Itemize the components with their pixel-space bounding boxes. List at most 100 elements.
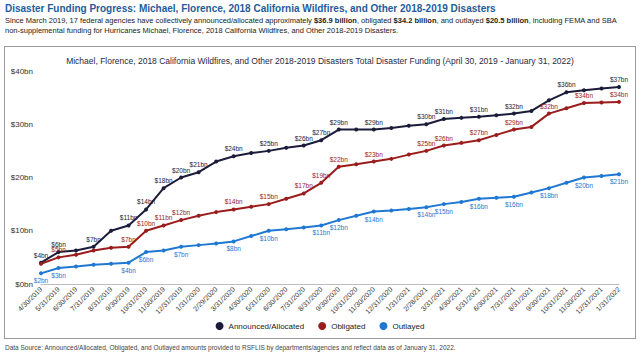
svg-text:8/31/2019: 8/31/2019: [86, 285, 114, 313]
svg-text:$26bn: $26bn: [295, 135, 313, 142]
svg-text:$7bn: $7bn: [174, 251, 189, 258]
svg-text:$3bn: $3bn: [51, 272, 66, 279]
svg-text:7/31/2021: 7/31/2021: [489, 285, 517, 313]
svg-text:$31bn: $31bn: [435, 108, 453, 115]
svg-text:$5bn: $5bn: [51, 246, 66, 253]
svg-text:Michael, Florence, 2018 Califo: Michael, Florence, 2018 California Wildf…: [66, 56, 574, 66]
svg-text:$7bn: $7bn: [121, 236, 136, 243]
svg-text:4/30/2019: 4/30/2019: [16, 285, 44, 313]
svg-text:$10bn: $10bn: [260, 235, 278, 242]
svg-text:$11bn: $11bn: [120, 214, 138, 221]
svg-text:1/31/2020: 1/31/2020: [174, 285, 202, 313]
svg-text:$8bn: $8bn: [226, 245, 241, 252]
svg-text:$20bn: $20bn: [11, 173, 33, 182]
svg-text:1/31/2022: 1/31/2022: [595, 285, 622, 312]
svg-text:$25bn: $25bn: [417, 140, 435, 147]
svg-text:2/28/2021: 2/28/2021: [401, 285, 429, 313]
svg-text:12/31/2021: 12/31/2021: [574, 285, 604, 316]
html-text:Disaster Funding Progress: Mic: Disaster Funding Progress: Michael, Flor…: [5, 3, 496, 14]
svg-text:$32bn: $32bn: [505, 103, 523, 110]
svg-text:1/31/2021: 1/31/2021: [384, 285, 412, 313]
svg-text:$11bn: $11bn: [312, 229, 330, 236]
svg-text:8/31/2020: 8/31/2020: [296, 285, 324, 313]
svg-text:$34bn: $34bn: [575, 92, 593, 99]
svg-text:$14bn: $14bn: [137, 198, 155, 205]
svg-text:$29bn: $29bn: [330, 119, 348, 126]
svg-text:$14bn: $14bn: [417, 211, 435, 218]
svg-text:$32bn: $32bn: [540, 103, 558, 110]
svg-text:$34bn: $34bn: [610, 91, 628, 98]
svg-text:$23bn: $23bn: [365, 151, 383, 158]
svg-text:$27bn: $27bn: [470, 129, 488, 136]
svg-text:3/31/2021: 3/31/2021: [419, 285, 447, 313]
svg-text:$14bn: $14bn: [365, 216, 383, 223]
svg-text:$18bn: $18bn: [155, 177, 173, 184]
svg-text:12/31/2020: 12/31/2020: [364, 285, 394, 316]
svg-text:4/30/2020: 4/30/2020: [226, 285, 254, 313]
svg-text:$27bn: $27bn: [312, 129, 330, 136]
svg-text:$4bn: $4bn: [121, 267, 136, 274]
svg-text:$4bn: $4bn: [34, 252, 49, 259]
svg-text:$12bn: $12bn: [172, 209, 190, 216]
svg-text:6/30/2019: 6/30/2019: [51, 285, 79, 313]
svg-text:5/31/2021: 5/31/2021: [454, 285, 482, 313]
svg-text:7/31/2019: 7/31/2019: [69, 285, 96, 313]
svg-text:12/31/2019: 12/31/2019: [153, 285, 184, 316]
svg-text:Obligated: Obligated: [331, 322, 365, 331]
svg-text:6/30/2020: 6/30/2020: [261, 285, 289, 313]
svg-text:9/30/2021: 9/30/2021: [524, 285, 552, 313]
svg-text:$21bn: $21bn: [610, 178, 628, 185]
svg-text:$21bn: $21bn: [190, 161, 208, 168]
svg-text:$10bn: $10bn: [11, 226, 33, 235]
svg-text:$16bn: $16bn: [470, 203, 488, 210]
svg-text:$20bn: $20bn: [575, 182, 593, 189]
svg-text:$6bn: $6bn: [51, 241, 66, 249]
svg-text:10/31/2021: 10/31/2021: [539, 285, 569, 316]
svg-text:$11bn: $11bn: [155, 214, 173, 221]
svg-text:2/29/2020: 2/29/2020: [191, 285, 219, 313]
svg-text:$40bn: $40bn: [11, 67, 33, 76]
svg-text:$17bn: $17bn: [295, 182, 313, 189]
svg-text:$30bn: $30bn: [417, 113, 435, 120]
svg-text:$7bn: $7bn: [86, 236, 101, 243]
svg-text:7/31/2020: 7/31/2020: [279, 285, 307, 313]
svg-text:4/30/2021: 4/30/2021: [436, 285, 464, 313]
svg-text:$25bn: $25bn: [260, 140, 278, 147]
svg-text:$2bn: $2bn: [34, 277, 49, 284]
svg-text:10/31/2019: 10/31/2019: [118, 285, 149, 316]
svg-text:$29bn: $29bn: [365, 119, 383, 126]
svg-text:8/31/2021: 8/31/2021: [507, 285, 534, 313]
svg-text:$15bn: $15bn: [260, 193, 278, 200]
svg-text:$16bn: $16bn: [505, 201, 523, 208]
svg-text:$18bn: $18bn: [540, 192, 558, 199]
svg-text:$30bn: $30bn: [11, 120, 33, 129]
svg-text:$37bn: $37bn: [610, 76, 628, 83]
svg-text:$6bn: $6bn: [139, 256, 154, 263]
svg-text:11/30/2020: 11/30/2020: [347, 285, 377, 315]
svg-text:$20bn: $20bn: [172, 167, 190, 174]
svg-text:9/30/2020: 9/30/2020: [314, 285, 342, 313]
svg-text:9/30/2019: 9/30/2019: [104, 285, 132, 313]
svg-text:$19bn: $19bn: [312, 172, 330, 179]
html-text:Since March 2019, 17 federal a: Since March 2019, 17 federal agencies ha…: [5, 16, 617, 35]
svg-text:$14bn: $14bn: [225, 198, 243, 205]
svg-text:$0bn: $0bn: [15, 280, 33, 289]
svg-text:11/30/2019: 11/30/2019: [136, 285, 167, 315]
svg-text:$36bn: $36bn: [557, 81, 575, 88]
svg-text:5/31/2019: 5/31/2019: [34, 285, 61, 313]
svg-text:$29bn: $29bn: [505, 119, 523, 126]
svg-text:$26bn: $26bn: [435, 135, 453, 142]
svg-text:$15bn: $15bn: [435, 208, 453, 215]
svg-text:$10bn: $10bn: [137, 220, 155, 227]
svg-text:6/30/2021: 6/30/2021: [471, 285, 499, 313]
svg-text:$24bn: $24bn: [225, 145, 243, 152]
svg-text:$31bn: $31bn: [470, 106, 488, 113]
svg-text:5/31/2020: 5/31/2020: [244, 285, 272, 313]
svg-text:Outlayed: Outlayed: [392, 322, 424, 331]
svg-text:$22bn: $22bn: [330, 156, 348, 163]
svg-text:$12bn: $12bn: [330, 224, 348, 231]
svg-text:Announced/Allocated: Announced/Allocated: [229, 322, 305, 331]
svg-text:10/31/2020: 10/31/2020: [329, 285, 359, 316]
svg-text:11/30/2021: 11/30/2021: [557, 285, 587, 315]
svg-text:3/31/2020: 3/31/2020: [209, 285, 237, 313]
